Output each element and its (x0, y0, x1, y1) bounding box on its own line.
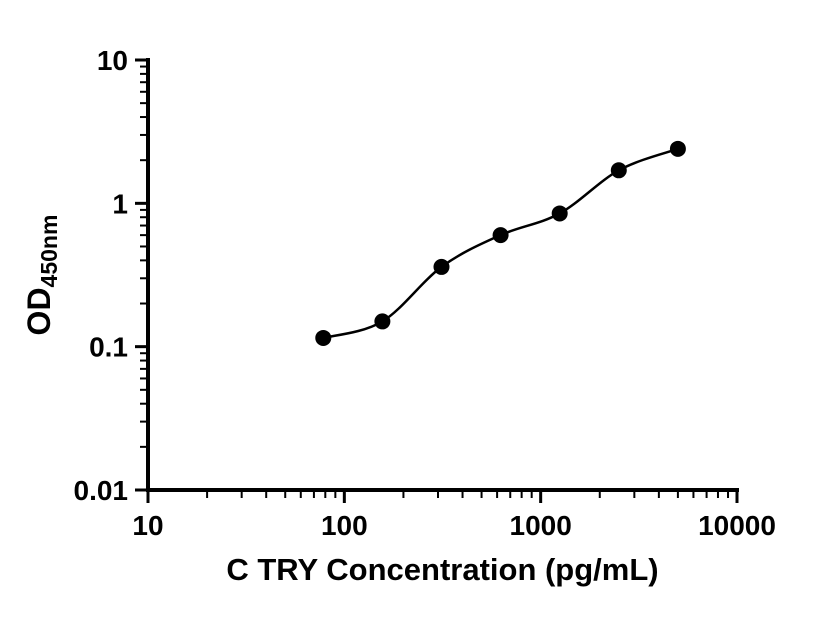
y-axis-title: OD450nm (21, 215, 62, 336)
data-point (669, 140, 686, 157)
x-tick-label: 10000 (698, 510, 776, 541)
fit-curve (322, 147, 679, 340)
y-tick-label: 1 (112, 188, 128, 219)
x-tick-label: 100 (321, 510, 368, 541)
y-tick-label: 10 (97, 45, 128, 76)
data-point (374, 313, 391, 330)
data-point (551, 205, 568, 222)
data-point (433, 258, 450, 275)
data-point (610, 162, 627, 179)
y-tick-label: 0.1 (89, 332, 128, 363)
data-point (492, 227, 509, 244)
x-tick-label: 10 (132, 510, 163, 541)
x-tick-label: 1000 (510, 510, 572, 541)
y-tick-label: 0.01 (74, 475, 129, 506)
x-axis-title: C TRY Concentration (pg/mL) (226, 552, 658, 587)
data-point (315, 329, 332, 346)
